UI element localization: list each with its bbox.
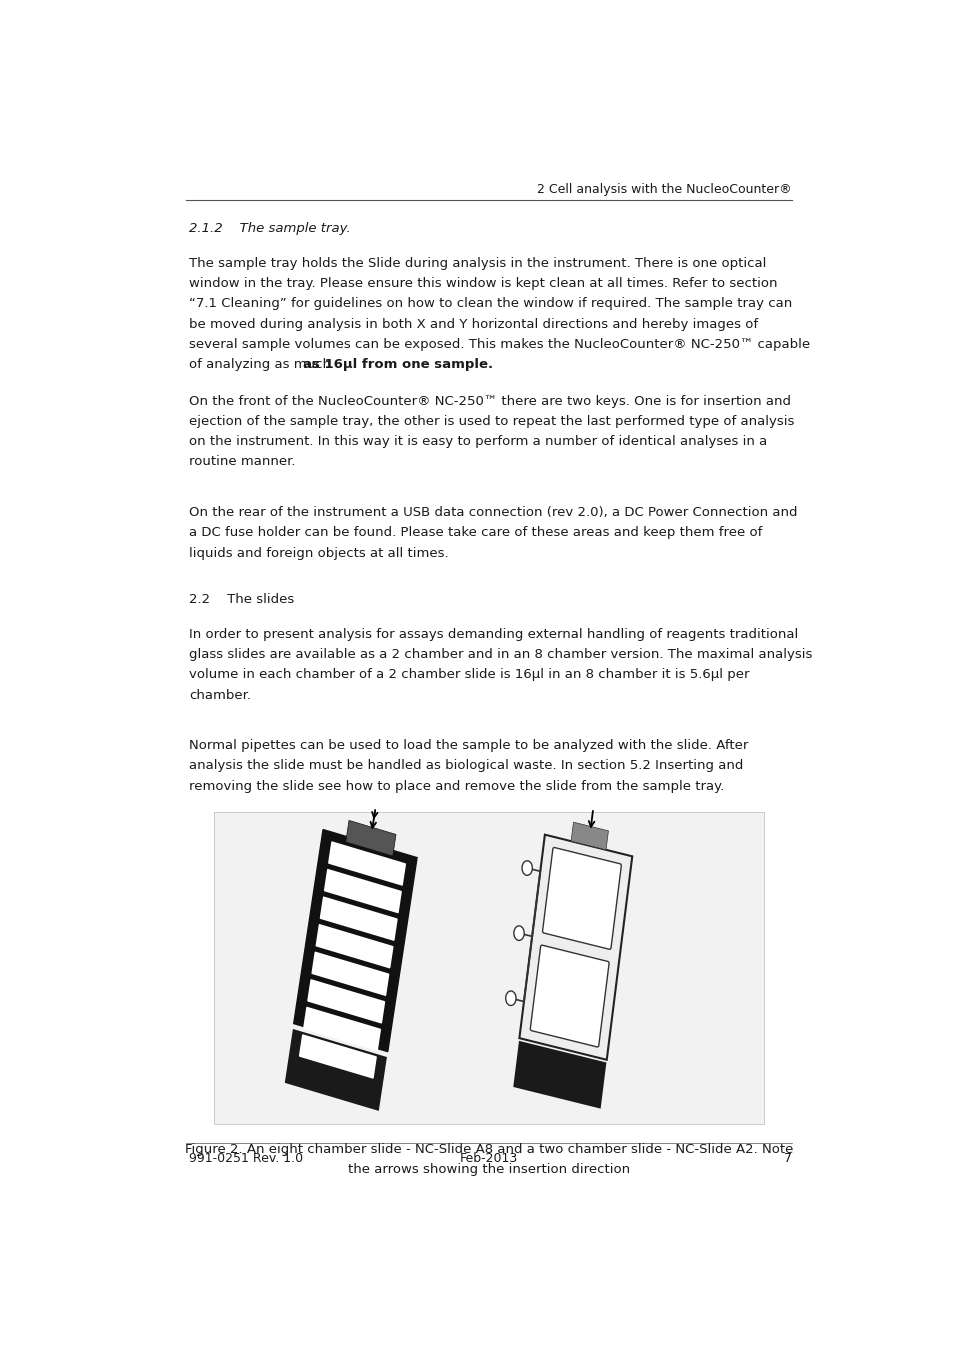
Bar xyxy=(294,829,416,1052)
FancyBboxPatch shape xyxy=(315,923,393,968)
Bar xyxy=(518,834,632,1060)
Text: window in the tray. Please ensure this window is kept clean at all times. Refer : window in the tray. Please ensure this w… xyxy=(190,277,778,290)
Text: 2.2    The slides: 2.2 The slides xyxy=(190,593,294,606)
Text: volume in each chamber of a 2 chamber slide is 16μl in an 8 chamber it is 5.6μl : volume in each chamber of a 2 chamber sl… xyxy=(190,668,749,682)
Text: The sample tray holds the Slide during analysis in the instrument. There is one : The sample tray holds the Slide during a… xyxy=(190,256,766,270)
FancyBboxPatch shape xyxy=(307,979,385,1023)
FancyBboxPatch shape xyxy=(311,952,389,996)
FancyBboxPatch shape xyxy=(303,1007,380,1052)
Bar xyxy=(513,1041,606,1108)
Text: be moved during analysis in both X and Y horizontal directions and hereby images: be moved during analysis in both X and Y… xyxy=(190,317,758,331)
Text: a DC fuse holder can be found. Please take care of these areas and keep them fre: a DC fuse holder can be found. Please ta… xyxy=(190,526,762,540)
Text: liquids and foreign objects at all times.: liquids and foreign objects at all times… xyxy=(190,547,449,560)
FancyBboxPatch shape xyxy=(542,848,620,949)
Text: In order to present analysis for assays demanding external handling of reagents : In order to present analysis for assays … xyxy=(190,628,798,641)
Bar xyxy=(345,821,395,856)
Text: glass slides are available as a 2 chamber and in an 8 chamber version. The maxim: glass slides are available as a 2 chambe… xyxy=(190,648,812,662)
Bar xyxy=(213,813,763,1125)
Text: routine manner.: routine manner. xyxy=(190,455,295,468)
Text: removing the slide see how to place and remove the slide from the sample tray.: removing the slide see how to place and … xyxy=(190,780,724,792)
Text: “7.1 Cleaning” for guidelines on how to clean the window if required. The sample: “7.1 Cleaning” for guidelines on how to … xyxy=(190,297,792,310)
Text: chamber.: chamber. xyxy=(190,688,252,702)
Text: on the instrument. In this way it is easy to perform a number of identical analy: on the instrument. In this way it is eas… xyxy=(190,435,767,448)
Text: analysis the slide must be handled as biological waste. In section 5.2 Inserting: analysis the slide must be handled as bi… xyxy=(190,760,743,772)
Text: the arrows showing the insertion direction: the arrows showing the insertion directi… xyxy=(348,1164,629,1176)
Circle shape xyxy=(514,926,523,941)
Text: On the rear of the instrument a USB data connection (rev 2.0), a DC Power Connec: On the rear of the instrument a USB data… xyxy=(190,506,797,518)
Text: as 16μl from one sample.: as 16μl from one sample. xyxy=(302,358,492,371)
Bar xyxy=(285,1029,387,1111)
Text: Figure 2. An eight chamber slide - NC-Slide A8 and a two chamber slide - NC-Slid: Figure 2. An eight chamber slide - NC-Sl… xyxy=(185,1143,792,1156)
Circle shape xyxy=(521,861,532,875)
Text: several sample volumes can be exposed. This makes the NucleoCounter® NC-250™ cap: several sample volumes can be exposed. T… xyxy=(190,338,810,351)
FancyBboxPatch shape xyxy=(328,841,406,886)
Text: Normal pipettes can be used to load the sample to be analyzed with the slide. Af: Normal pipettes can be used to load the … xyxy=(190,740,748,752)
Text: On the front of the NucleoCounter® NC-250™ there are two keys. One is for insert: On the front of the NucleoCounter® NC-25… xyxy=(190,394,791,408)
FancyBboxPatch shape xyxy=(319,896,397,941)
Text: 2.1.2    The sample tray.: 2.1.2 The sample tray. xyxy=(190,223,351,235)
Text: 991-0251 Rev. 1.0: 991-0251 Rev. 1.0 xyxy=(190,1152,303,1165)
Text: 2 Cell analysis with the NucleoCounter®: 2 Cell analysis with the NucleoCounter® xyxy=(537,184,791,196)
FancyBboxPatch shape xyxy=(530,945,608,1048)
FancyBboxPatch shape xyxy=(324,869,401,914)
Text: ejection of the sample tray, the other is used to repeat the last performed type: ejection of the sample tray, the other i… xyxy=(190,414,794,428)
Bar xyxy=(571,822,608,850)
Text: 7: 7 xyxy=(783,1152,791,1165)
Circle shape xyxy=(505,991,516,1006)
Text: Feb-2013: Feb-2013 xyxy=(459,1152,517,1165)
Text: of analyzing as much: of analyzing as much xyxy=(190,358,335,371)
FancyBboxPatch shape xyxy=(298,1034,376,1079)
